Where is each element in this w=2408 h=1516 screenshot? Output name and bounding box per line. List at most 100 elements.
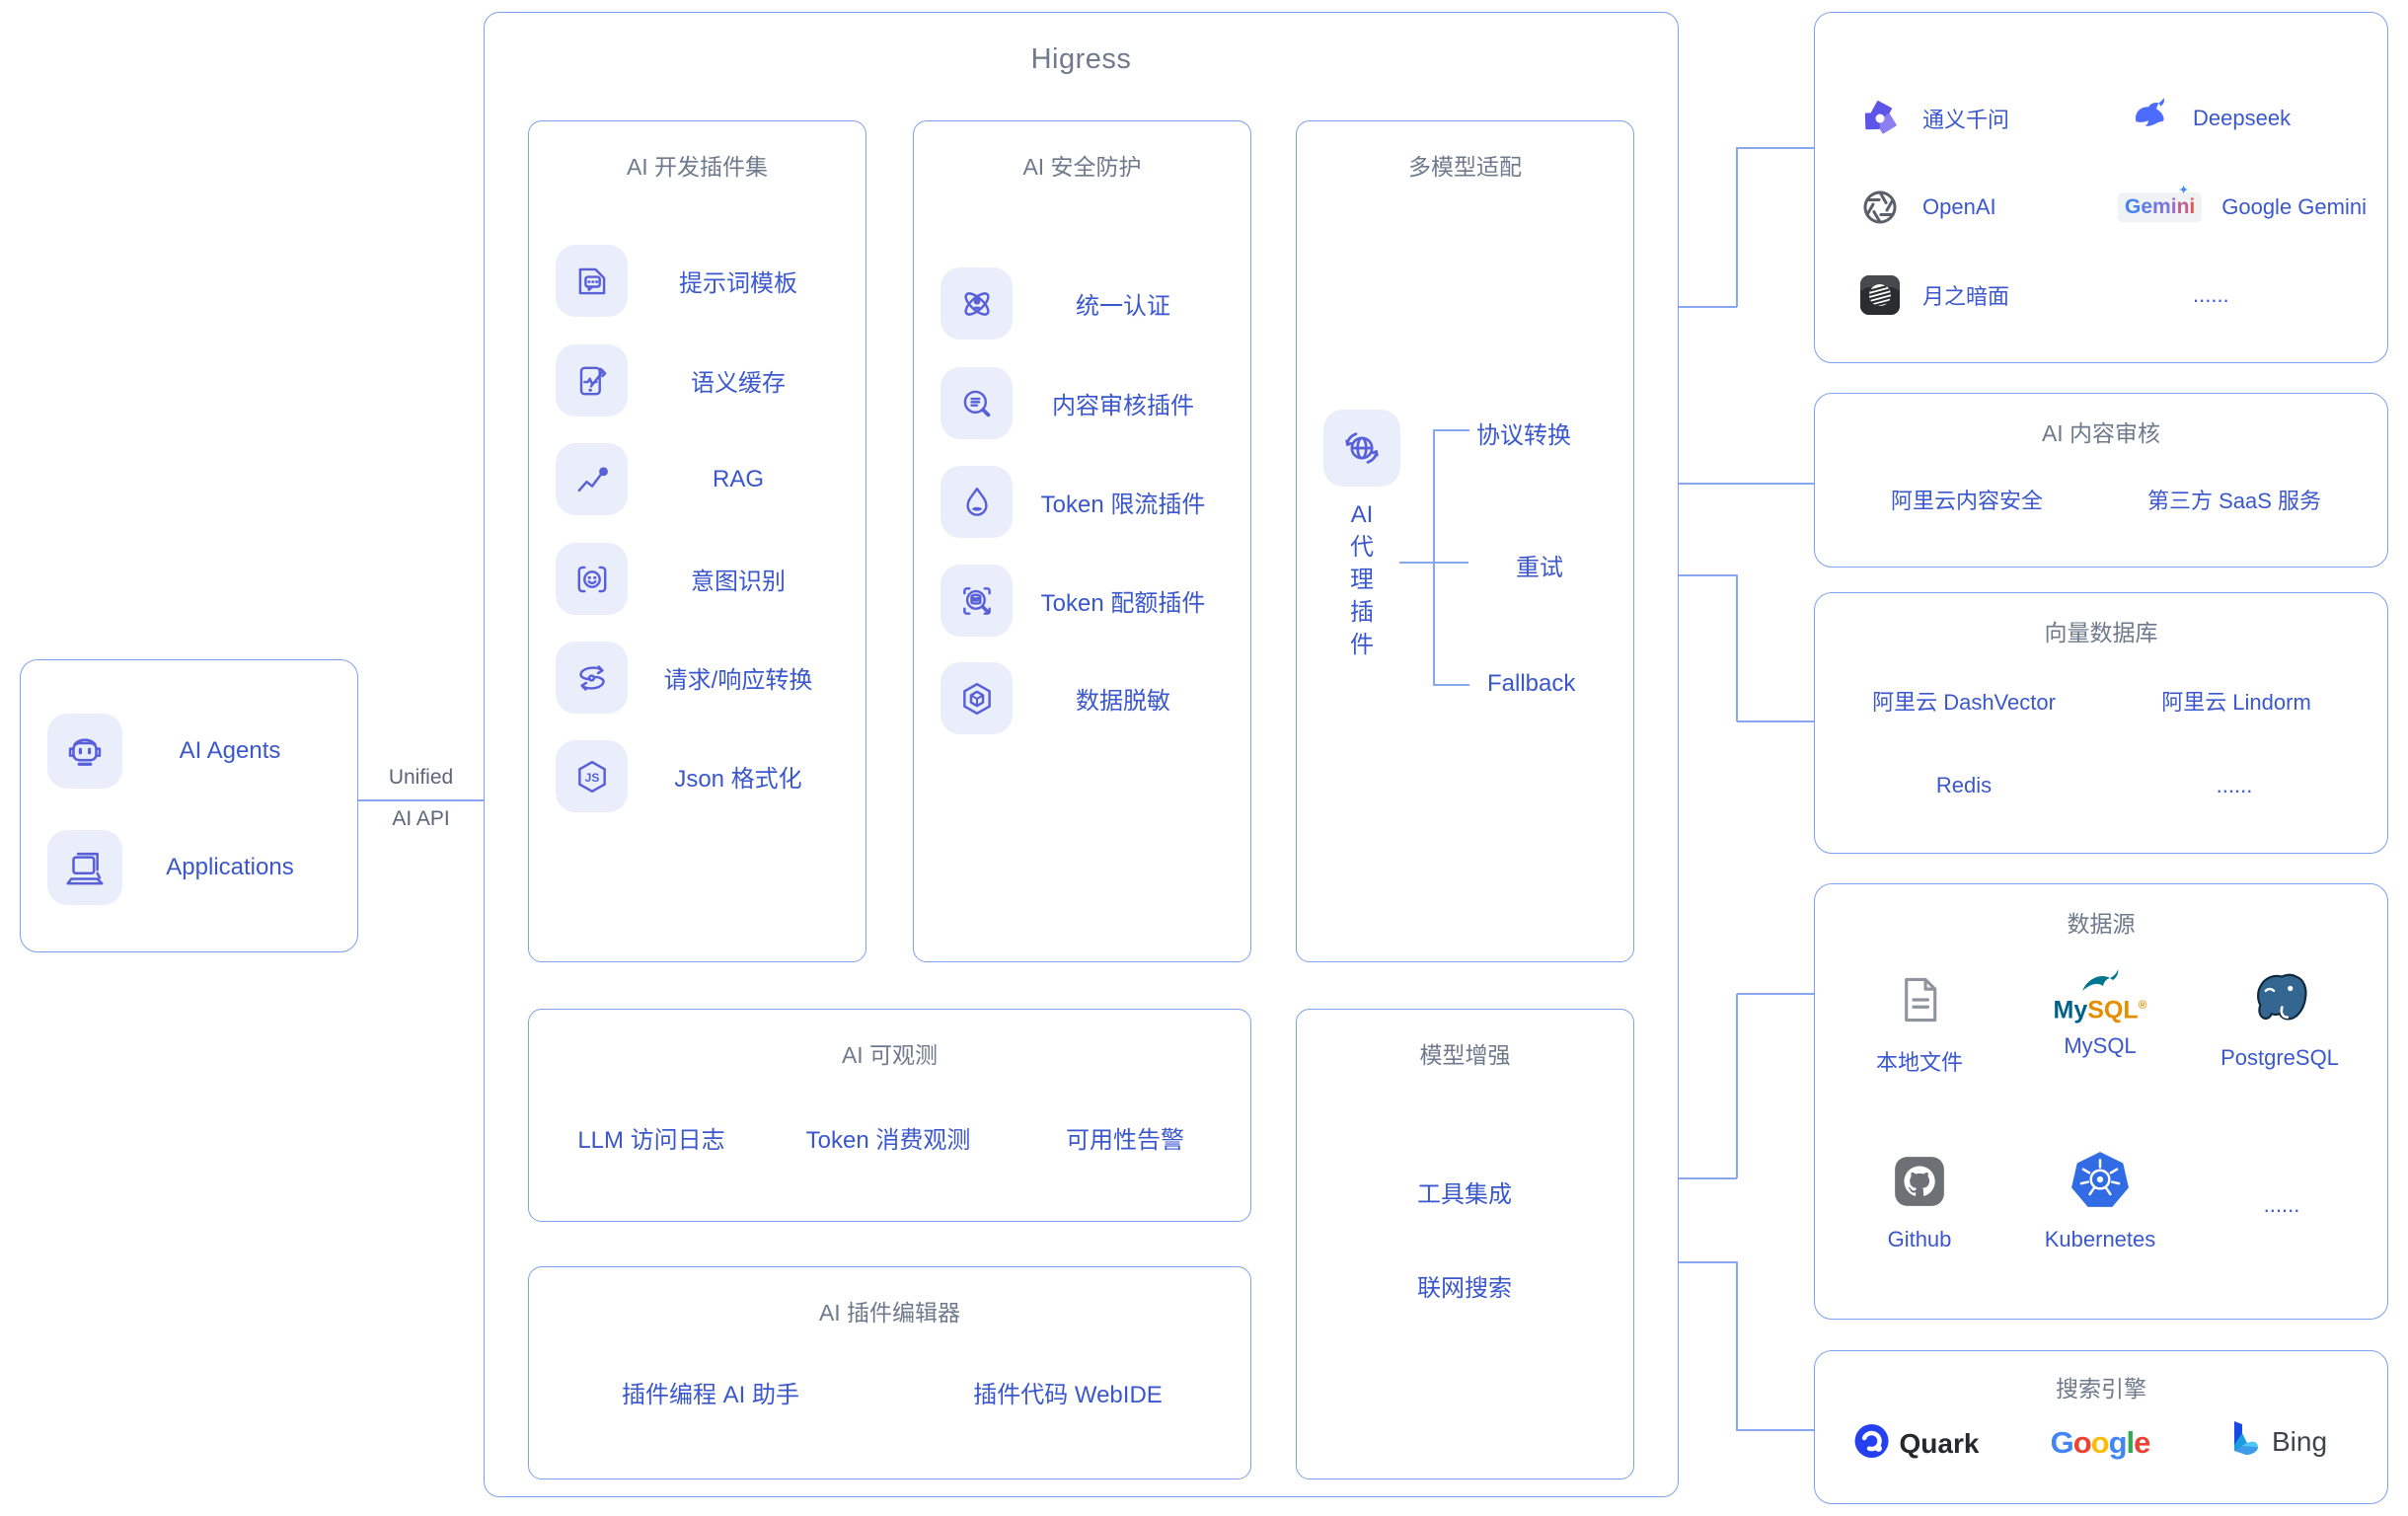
provider-item: 月之暗面 bbox=[1857, 271, 2009, 319]
intent-recognition-icon bbox=[556, 543, 628, 615]
data-sources-title: 数据源 bbox=[2067, 911, 2136, 937]
plugin-item: Token 限流插件 bbox=[941, 466, 1234, 538]
svg-text:JS: JS bbox=[584, 770, 599, 784]
vector-db-item: ...... bbox=[2216, 773, 2253, 797]
local-file-icon bbox=[1891, 971, 1948, 1033]
plugin-label: 请求/响应转换 bbox=[663, 667, 813, 694]
plugin-item: 意图识别 bbox=[556, 543, 849, 615]
connector-providers bbox=[1737, 147, 1814, 149]
branch-label: 重试 bbox=[1516, 555, 1563, 581]
search-engine-label: Bing bbox=[2271, 1425, 2328, 1457]
bracket-vertical bbox=[1433, 430, 1435, 685]
page-title: Higress bbox=[1030, 43, 1132, 75]
plugin-label: 数据脱敏 bbox=[1076, 688, 1170, 715]
quark-logo: Quark bbox=[1854, 1423, 1979, 1464]
observability-box bbox=[528, 1009, 1251, 1222]
vector-db-title: 向量数据库 bbox=[2044, 620, 2158, 645]
plugin-item: 请求/响应转换 bbox=[556, 642, 849, 714]
plugin-label: 内容审核插件 bbox=[1052, 393, 1194, 419]
plugin-item: 内容审核插件 bbox=[941, 367, 1234, 439]
semantic-cache-icon bbox=[556, 344, 628, 417]
provider-label: ...... bbox=[2193, 282, 2229, 307]
ai-proxy-plugin-icon bbox=[1323, 410, 1400, 487]
ai-proxy-plugin-label: AI 代 理 插 件 bbox=[1350, 501, 1374, 658]
data-mask-icon bbox=[941, 662, 1013, 734]
security-box bbox=[913, 120, 1251, 962]
token-ratelimit-icon bbox=[941, 466, 1013, 538]
postgresql-icon bbox=[2249, 967, 2310, 1033]
moonshot-icon bbox=[1857, 273, 1903, 317]
data-source-label: Github bbox=[1887, 1227, 1952, 1251]
connector-providers bbox=[1679, 306, 1737, 308]
client-label: Applications bbox=[166, 854, 294, 880]
data-source-label: MySQL bbox=[2064, 1033, 2137, 1059]
multi-model-box bbox=[1296, 120, 1634, 962]
plugin-item: RAG bbox=[556, 443, 849, 515]
list-item: Applications bbox=[47, 830, 338, 905]
connector-vector-db bbox=[1736, 574, 1738, 721]
observability-item: LLM 访问日志 bbox=[577, 1127, 725, 1154]
content-review-item: 阿里云内容安全 bbox=[1890, 489, 2044, 513]
model-enhance-title: 模型增强 bbox=[1419, 1042, 1511, 1068]
model-enhance-item: 工具集成 bbox=[1417, 1181, 1512, 1208]
connector-providers bbox=[1736, 147, 1738, 307]
bracket-top bbox=[1433, 429, 1469, 431]
model-enhance-item: 联网搜索 bbox=[1417, 1275, 1512, 1302]
bracket-bottom bbox=[1433, 684, 1469, 686]
plugin-label: RAG bbox=[712, 465, 764, 493]
request-transform-icon bbox=[556, 642, 628, 714]
github-icon bbox=[1891, 1153, 1948, 1215]
list-item: AI Agents bbox=[47, 714, 338, 789]
plugin-editor-item: 插件代码 WebIDE bbox=[973, 1382, 1163, 1408]
provider-label: OpenAI bbox=[1922, 194, 1996, 219]
data-sources-box bbox=[1814, 883, 2388, 1320]
provider-item: OpenAI bbox=[1857, 184, 1996, 231]
connector-data-sources bbox=[1679, 1177, 1737, 1179]
provider-item: 通义千问 bbox=[1857, 95, 2009, 142]
provider-item: Gemini ✦ Google Gemini bbox=[2118, 184, 2367, 231]
plugin-item: 数据脱敏 bbox=[941, 662, 1234, 734]
plugin-editor-title: AI 插件编辑器 bbox=[818, 1300, 961, 1326]
client-label: AI Agents bbox=[179, 737, 281, 764]
tongyi-icon bbox=[1857, 97, 1903, 140]
vector-db-item: 阿里云 Lindorm bbox=[2161, 690, 2311, 715]
openai-icon bbox=[1857, 186, 1903, 229]
data-source-label: Kubernetes bbox=[2044, 1227, 2156, 1251]
plugin-editor-item: 插件编程 AI 助手 bbox=[621, 1382, 800, 1408]
unified-auth-icon bbox=[941, 267, 1013, 340]
json-format-icon: JS bbox=[556, 740, 628, 812]
connector-data-sources bbox=[1737, 993, 1814, 995]
content-review-icon bbox=[941, 367, 1013, 439]
quark-icon bbox=[1854, 1423, 1890, 1464]
connector-vector-db bbox=[1737, 720, 1814, 722]
bing-logo: Bing bbox=[2228, 1419, 2327, 1464]
connector-search-engines bbox=[1737, 1429, 1814, 1431]
vector-db-item: Redis bbox=[1935, 773, 1993, 797]
branch-label: Fallback bbox=[1487, 670, 1576, 697]
data-source-item: Kubernetes bbox=[2016, 1149, 2184, 1252]
connector-search-engines bbox=[1736, 1261, 1738, 1431]
connector-vector-db bbox=[1679, 574, 1737, 576]
plugin-label: Json 格式化 bbox=[674, 766, 802, 793]
plugin-label: 提示词模板 bbox=[679, 270, 797, 297]
kubernetes-icon bbox=[2069, 1149, 2131, 1215]
plugin-label: 统一认证 bbox=[1076, 293, 1170, 320]
data-source-item: MySQL® MySQL bbox=[2016, 967, 2184, 1059]
vector-db-item: 阿里云 DashVector bbox=[1872, 690, 2056, 715]
plugin-label: 语义缓存 bbox=[691, 370, 786, 397]
content-review-title: AI 内容审核 bbox=[2041, 420, 2161, 446]
security-title: AI 安全防护 bbox=[1022, 154, 1142, 180]
client-gateway-connector bbox=[358, 799, 484, 801]
plugin-item: Token 配额插件 bbox=[941, 565, 1234, 637]
providers-box bbox=[1814, 12, 2388, 363]
connector-data-sources bbox=[1736, 994, 1738, 1178]
token-quota-icon bbox=[941, 565, 1013, 637]
rag-icon bbox=[556, 443, 628, 515]
vector-db-box bbox=[1814, 592, 2388, 854]
plugin-editor-box bbox=[528, 1266, 1251, 1479]
provider-item: ...... bbox=[2118, 271, 2229, 319]
branch-label: 协议转换 bbox=[1476, 422, 1571, 449]
google-logo: Google bbox=[2051, 1425, 2151, 1461]
multi-model-title: 多模型适配 bbox=[1408, 154, 1522, 180]
data-source-item: 本地文件 bbox=[1836, 971, 2003, 1077]
